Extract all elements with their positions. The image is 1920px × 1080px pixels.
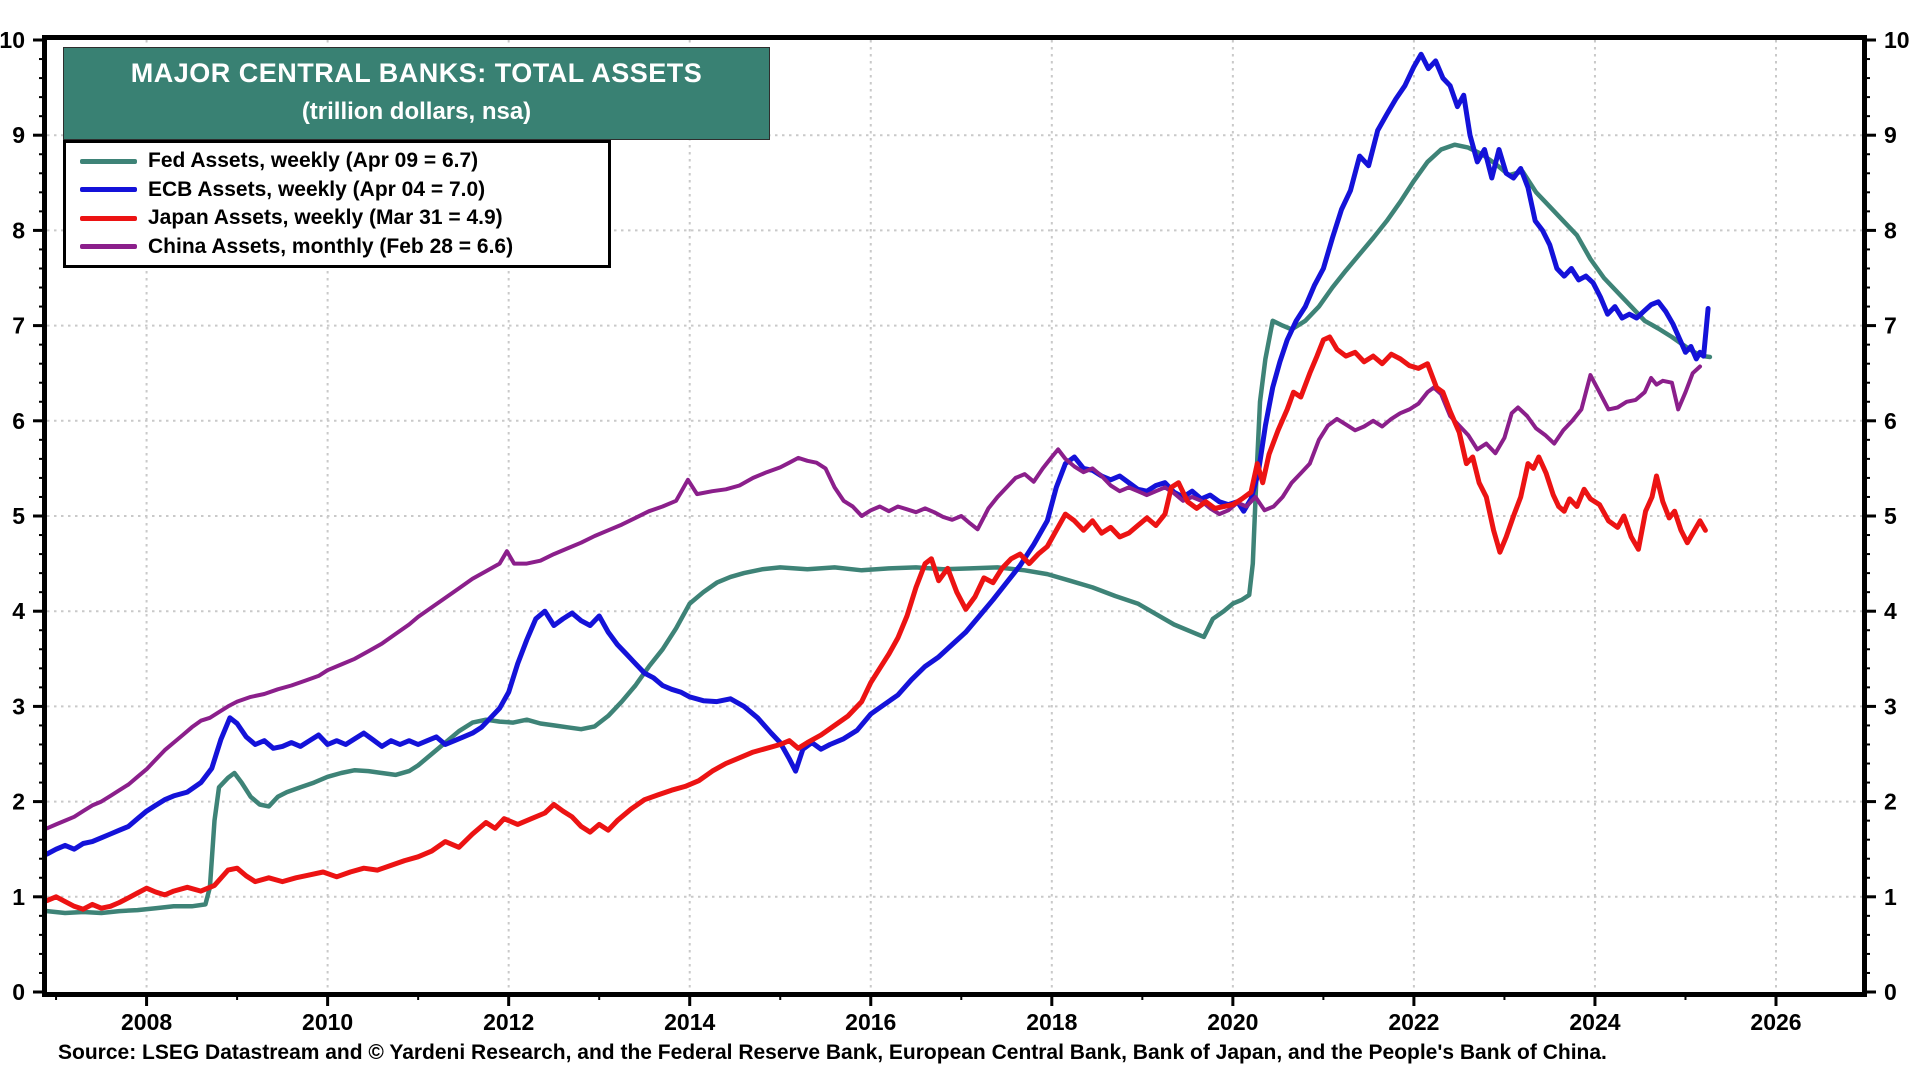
chart-title-box: MAJOR CENTRAL BANKS: TOTAL ASSETS (trill… bbox=[63, 47, 770, 140]
legend-item-china: China Assets, monthly (Feb 28 = 6.6) bbox=[66, 233, 608, 260]
y-axis-label-right: 10 bbox=[1884, 27, 1910, 53]
source-note: Source: LSEG Datastream and © Yardeni Re… bbox=[58, 1041, 1607, 1064]
y-axis-label-left: 4 bbox=[12, 598, 25, 624]
series-line-japan bbox=[45, 334, 1708, 912]
y-axis-label-left: 3 bbox=[12, 693, 25, 719]
y-axis-label-right: 5 bbox=[1884, 503, 1897, 529]
y-axis-label-right: 7 bbox=[1884, 313, 1897, 339]
y-axis-label-right: 2 bbox=[1884, 789, 1897, 815]
legend-swatch bbox=[80, 215, 137, 221]
legend-label: Japan Assets, weekly (Mar 31 = 4.9) bbox=[148, 206, 503, 230]
y-axis-label-left: 5 bbox=[12, 503, 25, 529]
y-axis-label-right: 1 bbox=[1884, 884, 1897, 910]
y-axis-label-left: 1 bbox=[12, 884, 25, 910]
series-group bbox=[45, 51, 1713, 916]
y-axis-label-right: 8 bbox=[1884, 217, 1897, 243]
x-axis-label: 2012 bbox=[483, 1009, 534, 1035]
y-axis-label-left: 9 bbox=[12, 122, 25, 148]
x-axis-label: 2026 bbox=[1750, 1009, 1801, 1035]
y-axis-label-right: 3 bbox=[1884, 693, 1897, 719]
legend-item-ecb: ECB Assets, weekly (Apr 04 = 7.0) bbox=[66, 176, 608, 203]
x-axis-label: 2018 bbox=[1026, 1009, 1077, 1035]
plot-frame bbox=[42, 35, 1867, 997]
legend-swatch bbox=[80, 244, 137, 250]
x-axis-label: 2010 bbox=[302, 1009, 353, 1035]
legend-label: Fed Assets, weekly (Apr 09 = 6.7) bbox=[148, 149, 479, 173]
y-axis-label-left: 0 bbox=[12, 979, 25, 1005]
legend-swatch bbox=[80, 158, 137, 164]
y-axis-label-right: 6 bbox=[1884, 408, 1897, 434]
grid bbox=[47, 40, 1862, 992]
x-axis-label: 2020 bbox=[1207, 1009, 1258, 1035]
series-line-ecb bbox=[45, 51, 1711, 857]
y-axis-label-left: 2 bbox=[12, 789, 25, 815]
y-axis-label-right: 9 bbox=[1884, 122, 1897, 148]
y-axis-label-left: 6 bbox=[12, 408, 25, 434]
legend-item-fed: Fed Assets, weekly (Apr 09 = 6.7) bbox=[66, 148, 608, 175]
y-axis-label-left: 8 bbox=[12, 217, 25, 243]
legend-item-japan: Japan Assets, weekly (Mar 31 = 4.9) bbox=[66, 205, 608, 232]
y-axis-label-left: 7 bbox=[12, 313, 25, 339]
series-line-china bbox=[45, 364, 1702, 831]
legend-label: China Assets, monthly (Feb 28 = 6.6) bbox=[148, 234, 514, 258]
x-axis-label: 2016 bbox=[845, 1009, 896, 1035]
y-axis-label-right: 0 bbox=[1884, 979, 1897, 1005]
y-axis-label-right: 4 bbox=[1884, 598, 1897, 624]
chart-subtitle: (trillion dollars, nsa) bbox=[301, 98, 532, 125]
chart-title: MAJOR CENTRAL BANKS: TOTAL ASSETS bbox=[130, 58, 703, 88]
series-line-fed bbox=[45, 142, 1713, 916]
legend-label: ECB Assets, weekly (Apr 04 = 7.0) bbox=[148, 177, 486, 201]
legend-swatch bbox=[80, 187, 137, 193]
legend: Fed Assets, weekly (Apr 09 = 6.7) ECB Ass… bbox=[63, 140, 611, 268]
axis-labels: 2008 2010 2012 2014 2016 2018 2020 2022 2024 2026… bbox=[0, 27, 1910, 1035]
y-axis-label-left: 10 bbox=[0, 27, 25, 53]
x-axis-label: 2024 bbox=[1569, 1009, 1620, 1035]
x-axis-label: 2022 bbox=[1388, 1009, 1439, 1035]
x-axis-label: 2008 bbox=[121, 1009, 172, 1035]
x-axis-label: 2014 bbox=[664, 1009, 715, 1035]
